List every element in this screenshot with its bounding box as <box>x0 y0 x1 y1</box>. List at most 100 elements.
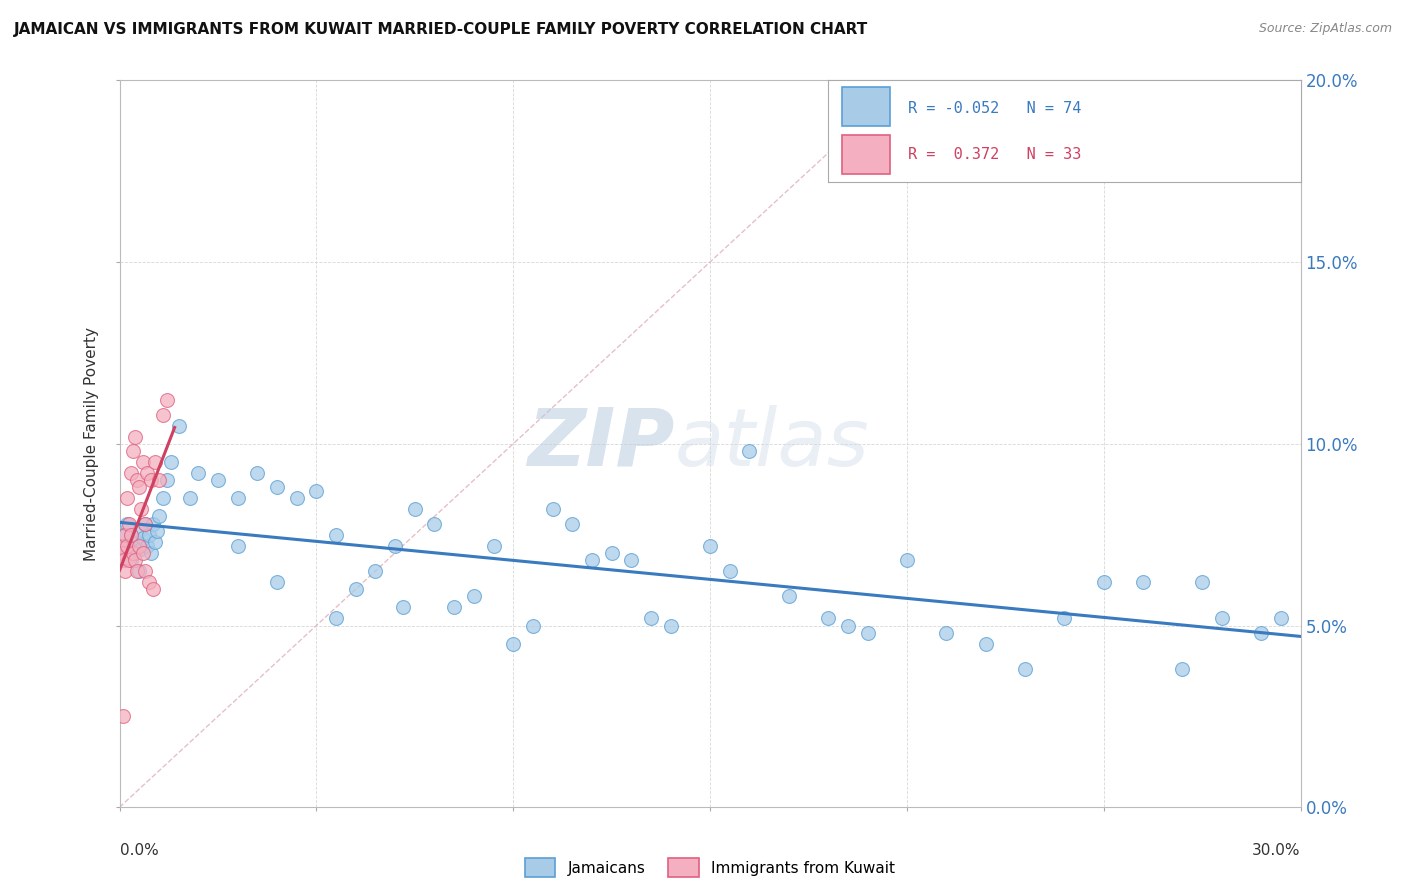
Point <box>120 527 142 541</box>
Point <box>117 491 139 506</box>
Point <box>392 600 415 615</box>
Point <box>699 539 721 553</box>
Point <box>128 564 150 578</box>
Point <box>226 491 249 506</box>
Point <box>128 524 150 538</box>
Point <box>134 516 156 531</box>
Text: atlas: atlas <box>675 405 869 483</box>
Point <box>404 502 426 516</box>
Point <box>114 539 136 553</box>
Point <box>122 546 145 560</box>
Point <box>136 539 159 553</box>
Point <box>1053 611 1076 625</box>
Point <box>120 527 142 541</box>
Point <box>136 466 159 480</box>
Point <box>120 553 142 567</box>
Point <box>167 418 190 433</box>
Point <box>856 625 879 640</box>
Point <box>226 539 249 553</box>
Point <box>146 524 169 538</box>
Point <box>120 466 142 480</box>
Point <box>139 473 162 487</box>
Point <box>207 473 229 487</box>
Point <box>502 637 524 651</box>
Point <box>143 455 166 469</box>
Point <box>118 516 141 531</box>
Point <box>132 531 155 545</box>
Point <box>128 480 150 494</box>
Legend: Jamaicans, Immigrants from Kuwait: Jamaicans, Immigrants from Kuwait <box>519 853 901 883</box>
Point <box>817 611 839 625</box>
Point <box>179 491 201 506</box>
Text: 30.0%: 30.0% <box>1253 843 1301 858</box>
Point <box>138 527 160 541</box>
Point <box>541 502 564 516</box>
Point <box>127 535 149 549</box>
Point <box>384 539 406 553</box>
Point <box>443 600 465 615</box>
Point <box>114 527 136 541</box>
Point <box>124 429 146 443</box>
Text: 0.0%: 0.0% <box>120 843 159 858</box>
Point <box>134 564 156 578</box>
Point <box>522 618 544 632</box>
Point <box>1270 611 1292 625</box>
Point <box>325 611 347 625</box>
Point <box>110 539 132 553</box>
Point <box>117 539 139 553</box>
Point <box>124 553 146 567</box>
Point <box>718 564 741 578</box>
Point <box>778 590 800 604</box>
Point <box>127 473 149 487</box>
Point <box>659 618 682 632</box>
Point <box>132 455 155 469</box>
Point <box>139 546 162 560</box>
Point <box>159 455 181 469</box>
Point <box>1132 574 1154 589</box>
Text: ZIP: ZIP <box>527 405 675 483</box>
Point <box>561 516 583 531</box>
Point <box>152 408 174 422</box>
Point <box>156 473 179 487</box>
Point <box>896 553 918 567</box>
Point <box>114 564 136 578</box>
Point <box>122 539 145 553</box>
Point <box>112 527 135 541</box>
Point <box>148 473 170 487</box>
Point <box>344 582 367 597</box>
Point <box>1211 611 1233 625</box>
Y-axis label: Married-Couple Family Poverty: Married-Couple Family Poverty <box>84 326 100 561</box>
Point <box>364 564 387 578</box>
Point <box>1191 574 1213 589</box>
Point <box>620 553 643 567</box>
Point <box>112 553 135 567</box>
Point <box>111 709 134 723</box>
Point <box>156 393 179 408</box>
Point <box>127 564 149 578</box>
Point <box>143 535 166 549</box>
Point <box>117 516 139 531</box>
Point <box>129 542 152 557</box>
Point <box>1014 662 1036 676</box>
Point <box>132 546 155 560</box>
Point <box>148 509 170 524</box>
Point <box>142 582 165 597</box>
Point <box>124 546 146 560</box>
Point <box>118 553 141 567</box>
Point <box>325 527 347 541</box>
Point <box>128 539 150 553</box>
Point <box>122 444 145 458</box>
Point <box>152 491 174 506</box>
Point <box>837 618 859 632</box>
Point <box>1092 574 1115 589</box>
Point <box>142 516 165 531</box>
Point <box>285 491 308 506</box>
Point <box>482 539 505 553</box>
Point <box>600 546 623 560</box>
Point <box>266 574 288 589</box>
Point <box>246 466 269 480</box>
Point <box>266 480 288 494</box>
Point <box>738 444 761 458</box>
Text: JAMAICAN VS IMMIGRANTS FROM KUWAIT MARRIED-COUPLE FAMILY POVERTY CORRELATION CHA: JAMAICAN VS IMMIGRANTS FROM KUWAIT MARRI… <box>14 22 869 37</box>
Point <box>187 466 209 480</box>
